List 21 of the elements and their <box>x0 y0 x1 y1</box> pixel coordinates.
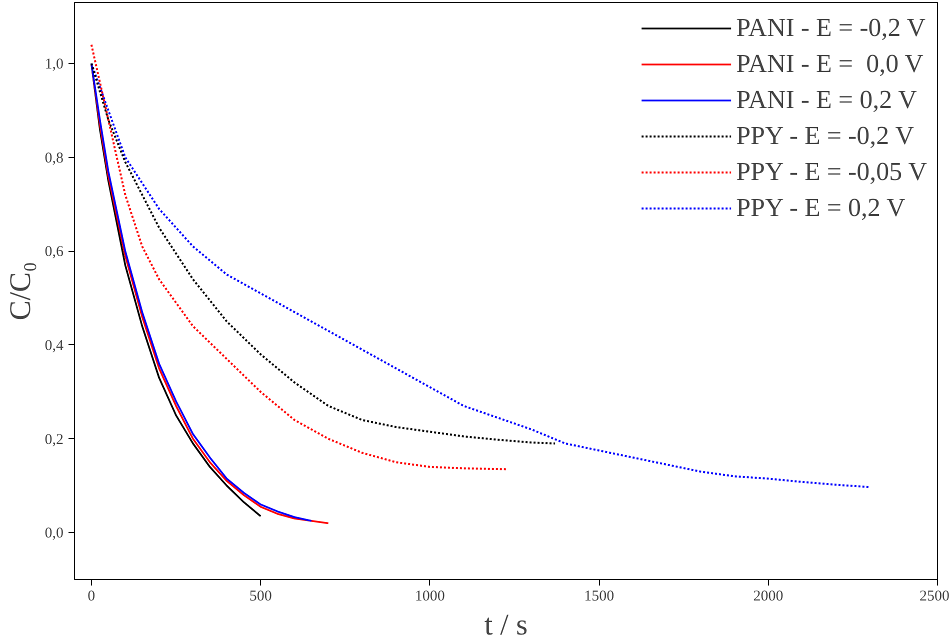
y-tick-label: 0,6 <box>44 244 64 260</box>
y-tick-label: 0,8 <box>44 150 64 166</box>
y-tick-label: 0,4 <box>44 338 64 354</box>
x-tick-label: 2500 <box>920 588 949 604</box>
legend-label: PPY - E = 0,2 V <box>736 192 906 224</box>
x-tick-label: 2000 <box>753 588 784 604</box>
y-tick-label: 0,2 <box>44 432 64 448</box>
legend-label: PANI - E = 0,2 V <box>736 84 917 116</box>
x-tick-label: 500 <box>249 588 272 604</box>
y-axis-title: C/C₀ <box>4 262 37 320</box>
x-tick-label: 0 <box>88 588 96 604</box>
x-tick-label: 1500 <box>584 588 614 604</box>
legend-label: PPY - E = -0,05 V <box>736 156 927 188</box>
y-tick-label: 1,0 <box>44 56 64 72</box>
legend-label: PANI - E = 0,0 V <box>736 48 924 80</box>
x-tick-label: 1000 <box>414 588 445 604</box>
y-tick-label: 0,0 <box>44 526 64 542</box>
legend-label: PANI - E = -0,2 V <box>736 12 926 44</box>
line-series <box>90 44 509 470</box>
legend-label: PPY - E = -0,2 V <box>736 120 914 152</box>
x-axis-title: t / s <box>484 608 528 642</box>
